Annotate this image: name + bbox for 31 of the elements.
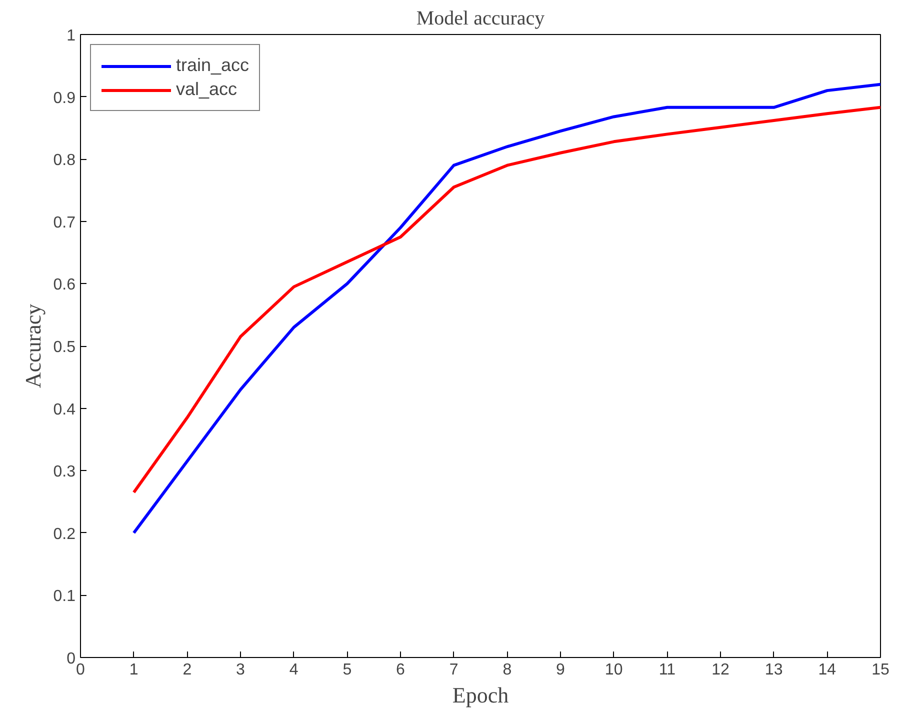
x-tick-label: 11 <box>658 662 676 678</box>
x-tick-label: 3 <box>236 662 246 678</box>
y-tick-label: 0.3 <box>53 464 76 481</box>
y-tick-label: 0 <box>66 650 76 668</box>
x-tick-label: 13 <box>764 662 783 678</box>
x-tick-label: 14 <box>818 662 836 678</box>
legend-label: train_acc <box>176 55 250 76</box>
x-tick-label: 6 <box>396 662 406 678</box>
y-tick-label: 0.1 <box>53 588 76 606</box>
y-tick-label: 1 <box>66 28 76 44</box>
x-tick-label: 12 <box>712 662 730 678</box>
x-tick-label: 15 <box>872 662 890 678</box>
x-tick-label: 4 <box>289 662 298 678</box>
y-tick-label: 0.5 <box>53 339 76 356</box>
x-axis-title: Epoch <box>452 682 509 708</box>
x-tick-label: 10 <box>604 662 623 678</box>
chart-title: Model accuracy <box>416 8 545 30</box>
x-tick-label: 8 <box>502 662 512 678</box>
y-axis-title: Accuracy <box>20 304 46 388</box>
x-tick-label: 5 <box>342 662 352 678</box>
legend-label: val_acc <box>176 79 238 100</box>
y-tick-label: 0.2 <box>53 526 76 543</box>
y-tick-label: 0.6 <box>53 276 76 294</box>
x-tick-label: 7 <box>449 662 458 678</box>
x-tick-label: 2 <box>182 662 192 678</box>
x-tick-label: 1 <box>129 662 138 678</box>
y-tick-label: 0.7 <box>53 214 76 232</box>
y-tick-label: 0.4 <box>53 401 76 418</box>
y-tick-label: 0.8 <box>53 152 76 170</box>
y-tick-label: 0.9 <box>53 90 76 107</box>
x-tick-label: 9 <box>556 662 566 678</box>
